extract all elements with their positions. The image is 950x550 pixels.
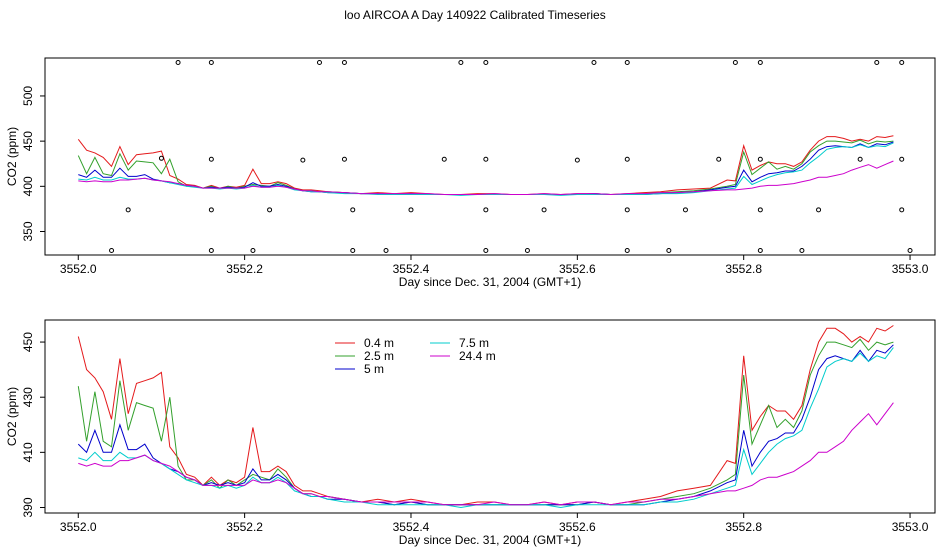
legend-label: 24.4 m xyxy=(459,349,496,363)
calibration-point xyxy=(757,156,763,162)
calibration-point xyxy=(483,60,489,66)
calibration-point xyxy=(666,247,672,253)
calibration-point xyxy=(383,247,389,253)
calibration-point xyxy=(300,157,306,163)
calibration-point xyxy=(716,156,722,162)
legend-label: 5 m xyxy=(364,362,384,376)
chart-title: loo AIRCOA A Day 140922 Calibrated Times… xyxy=(344,8,606,22)
x-tick-label: 3553.0 xyxy=(892,520,929,534)
x-tick-label: 3552.4 xyxy=(393,520,430,534)
calibration-point xyxy=(109,247,115,253)
calibration-point xyxy=(208,207,214,213)
calibration-point xyxy=(899,156,905,162)
calibration-point xyxy=(441,156,447,162)
calibration-point xyxy=(682,207,688,213)
legend-label: 7.5 m xyxy=(459,336,489,350)
calibration-point xyxy=(267,207,273,213)
series-line-24-4-m xyxy=(78,160,894,196)
calibration-point xyxy=(624,247,630,253)
calibration-point xyxy=(874,60,880,66)
y-tick-label: 400 xyxy=(21,176,35,196)
plot-frame-1 xyxy=(44,57,936,256)
calibration-point xyxy=(458,60,464,66)
calibration-point xyxy=(483,247,489,253)
legend-label: 0.4 m xyxy=(364,336,394,350)
calibration-point xyxy=(208,156,214,162)
calibration-point xyxy=(208,60,214,66)
calibration-point xyxy=(483,207,489,213)
y-tick-label: 430 xyxy=(21,387,35,407)
calibration-point xyxy=(316,60,322,66)
y-tick-label: 450 xyxy=(21,131,35,151)
x-tick-label: 3552.6 xyxy=(559,520,596,534)
series-line-24-4-m xyxy=(78,402,894,506)
calibration-point xyxy=(816,207,822,213)
calibration-point xyxy=(899,207,905,213)
x-tick-label: 3552.8 xyxy=(725,520,762,534)
x-tick-label: 3552.6 xyxy=(559,262,596,276)
calibration-point xyxy=(624,207,630,213)
calibration-point xyxy=(483,156,489,162)
calibration-point xyxy=(591,60,597,66)
series-line-2-5-m xyxy=(77,139,894,196)
calibration-point xyxy=(899,60,905,66)
calibration-point xyxy=(524,247,530,253)
y-tick-label: 390 xyxy=(21,497,35,517)
calibration-point xyxy=(158,155,164,161)
x-tick-label: 3552.8 xyxy=(725,262,762,276)
series-line-5-m xyxy=(78,141,894,196)
calibration-point xyxy=(757,60,763,66)
calibration-point xyxy=(175,60,181,66)
y-tick-label: 350 xyxy=(21,221,35,241)
legend-label: 2.5 m xyxy=(364,349,394,363)
calibration-point xyxy=(799,247,805,253)
calibration-point xyxy=(624,60,630,66)
y-tick-label: 450 xyxy=(21,332,35,352)
calibration-point xyxy=(125,207,131,213)
calibration-point xyxy=(857,156,863,162)
calibration-point xyxy=(907,247,913,253)
x-tick-label: 3552.0 xyxy=(60,520,97,534)
x-tick-label: 3553.0 xyxy=(892,262,929,276)
calibration-point xyxy=(574,157,580,163)
y-axis-label: CO2 (ppm) xyxy=(5,127,19,186)
y-tick-label: 500 xyxy=(21,86,35,106)
calibration-point xyxy=(250,247,256,253)
calibration-point xyxy=(341,60,347,66)
calibration-point xyxy=(732,60,738,66)
y-axis-label: CO2 (ppm) xyxy=(5,387,19,446)
calibration-point xyxy=(757,207,763,213)
calibration-point xyxy=(341,156,347,162)
calibration-point xyxy=(408,207,414,213)
x-tick-label: 3552.2 xyxy=(226,262,263,276)
series-line-5-m xyxy=(77,344,894,506)
x-axis-label: Day since Dec. 31, 2004 (GMT+1) xyxy=(399,275,581,289)
calibration-point xyxy=(757,247,763,253)
x-tick-label: 3552.4 xyxy=(393,262,430,276)
calibration-point xyxy=(624,156,630,162)
calibration-point xyxy=(208,247,214,253)
x-tick-label: 3552.2 xyxy=(226,520,263,534)
calibration-point xyxy=(541,207,547,213)
x-axis-label: Day since Dec. 31, 2004 (GMT+1) xyxy=(399,533,581,547)
y-tick-label: 410 xyxy=(21,442,35,462)
calibration-point xyxy=(350,207,356,213)
plot-frame-2 xyxy=(44,319,936,514)
calibration-point xyxy=(350,247,356,253)
series-line-2-5-m xyxy=(77,338,894,506)
x-tick-label: 3552.0 xyxy=(60,262,97,276)
